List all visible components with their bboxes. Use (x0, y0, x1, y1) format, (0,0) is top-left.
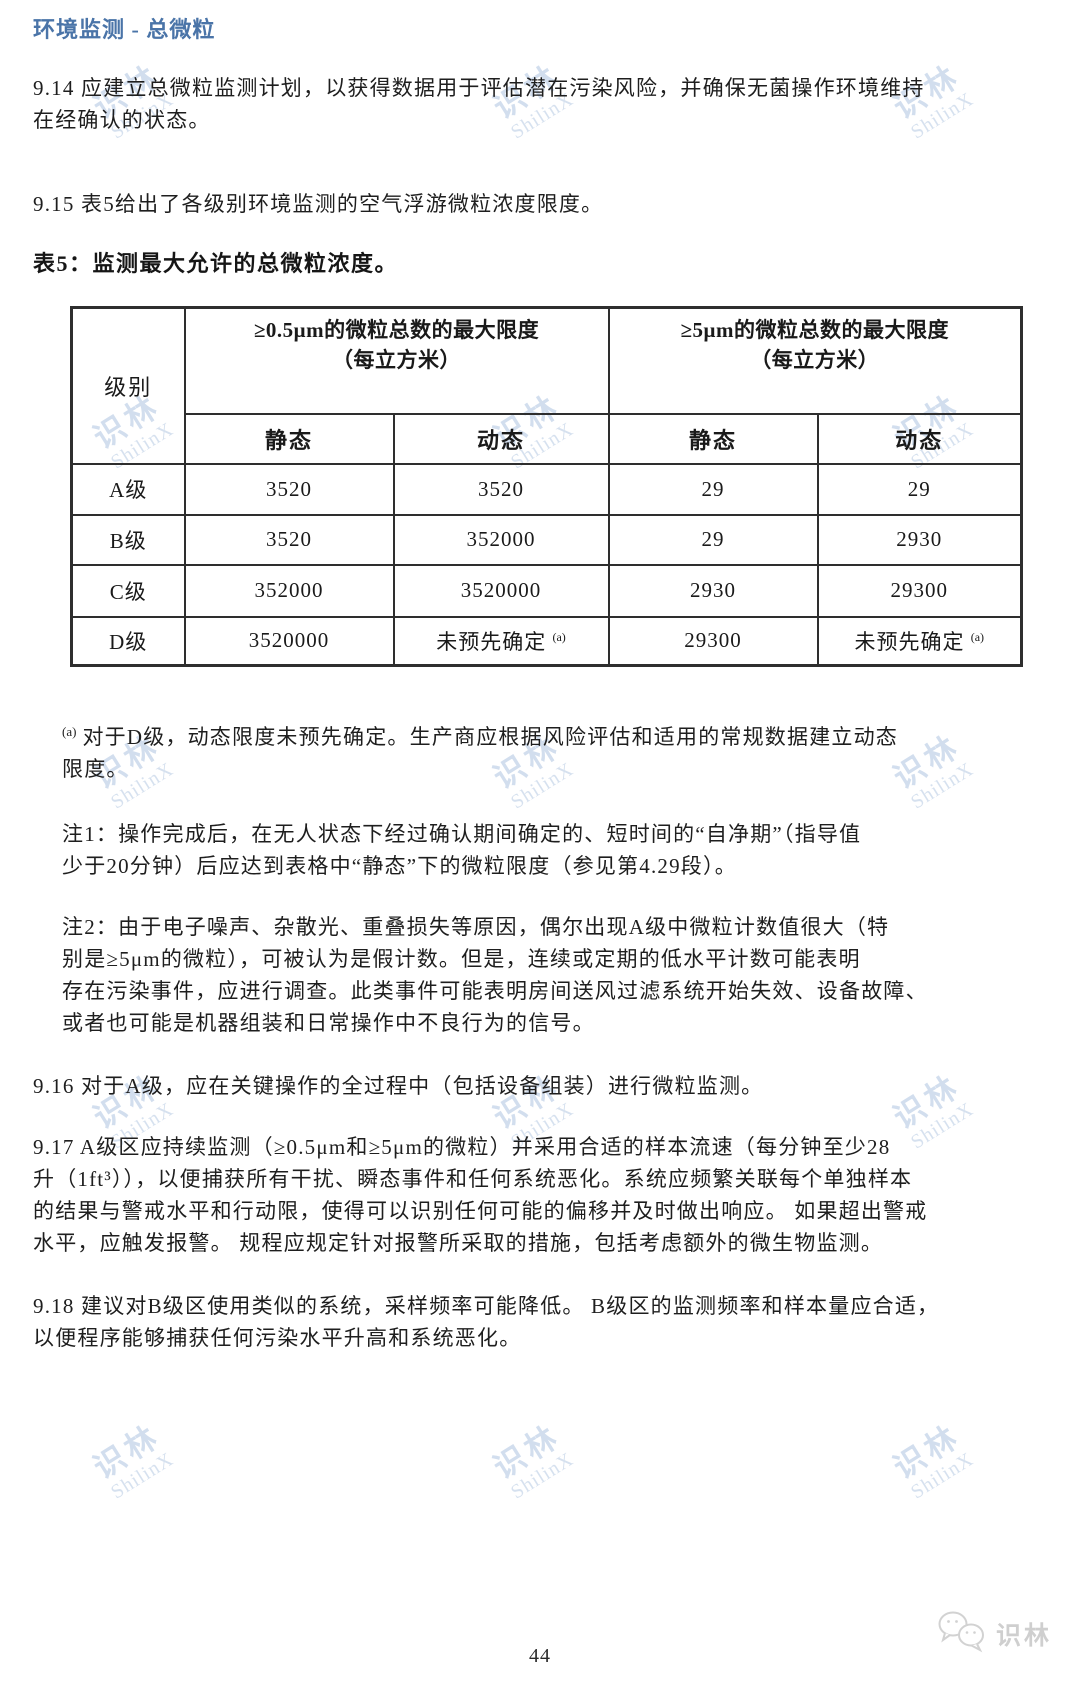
table-row-subheaders: 静态 动态 静态 动态 (72, 412, 1023, 465)
watermark: 识林 ShilinX (87, 1417, 178, 1504)
table5-cell: 3520000 (392, 563, 610, 618)
paragraph-9-18: 9.18 建议对B级区使用类似的系统，采样频率可能降低。 B级区的监测频率和样本… (33, 1294, 940, 1350)
table-row-groups: 级别 ≥0.5μm的微粒总数的最大限度 （每立方米） ≥5μm的微粒总数的最大限… (70, 306, 1023, 465)
table5-cell: 3520000 (183, 615, 395, 667)
table5: 级别 ≥0.5μm的微粒总数的最大限度 （每立方米） ≥5μm的微粒总数的最大限… (70, 306, 1023, 667)
footnote-marker: (a) (970, 629, 985, 644)
paragraph-9-14: 9.14 应建立总微粒监测计划，以获得数据用于评估潜在污染风险，并确保无菌操作环… (33, 76, 925, 132)
table-row-grade-d: D级 3520000 未预先确定 (a) 29300 未预先确定 (a) (70, 615, 1023, 667)
table5-subheader-static-1: 静态 (183, 412, 395, 465)
watermark: 识林 ShilinX (487, 1417, 578, 1504)
table5-subheader-dynamic-1: 动态 (392, 412, 610, 465)
table5-cell: 2930 (607, 563, 819, 618)
table5-cell: 29 (607, 513, 819, 566)
table5-row-label: B级 (70, 513, 186, 566)
page-title: 环境监测 - 总微粒 (33, 17, 216, 42)
table5-subheader-dynamic-2: 动态 (816, 412, 1023, 465)
table5-footnote: (a) 对于D级，动态限度未预先确定。生产商应根据风险评估和适用的常规数据建立动态… (62, 724, 898, 781)
paragraph-9-16: 9.16 对于A级，应在关键操作的全过程中（包括设备组装）进行微粒监测。 (33, 1074, 764, 1098)
watermark: 识林 ShilinX (887, 1417, 978, 1504)
table5-row-label: A级 (70, 462, 186, 516)
table5-cell: 未预先确定 (a) (816, 615, 1023, 667)
table5-cell: 29300 (816, 563, 1023, 618)
table5-title: 表5：监测最大允许的总微粒浓度。 (33, 251, 399, 276)
paragraph-9-17: 9.17 A级区应持续监测（≥0.5μm和≥5μm的微粒）并采用合适的样本流速（… (33, 1135, 928, 1255)
table5-cell: 29 (607, 462, 819, 516)
note-1: 注1：操作完成后，在无人状态下经过确认期间确定的、短时间的“自净期”（指导值 少… (62, 822, 862, 878)
table-row-grade-b: B级 3520 352000 29 2930 (70, 513, 1023, 566)
table5-cell: 未预先确定 (a) (392, 615, 610, 667)
table5-cell: 352000 (183, 563, 395, 618)
table5-cell: 352000 (392, 513, 610, 566)
table5-cell: 3520 (392, 462, 610, 516)
table5-cell: 3520 (183, 462, 395, 516)
table5-cell: 3520 (183, 513, 395, 566)
page-number: 44 (529, 1645, 551, 1667)
table5-header-group-05um: ≥0.5μm的微粒总数的最大限度 （每立方米） (183, 306, 610, 415)
table5-row-label: C级 (70, 563, 186, 618)
footnote-marker: (a) (552, 629, 566, 644)
note-2: 注2：由于电子噪声、杂散光、重叠损失等原因，偶尔出现A级中微粒计数值很大（特 别… (62, 915, 928, 1035)
table5-cell: 29 (816, 462, 1023, 516)
paragraph-9-15: 9.15 表5给出了各级别环境监测的空气浮游微粒浓度限度。 (33, 192, 604, 216)
shilin-logo-text: 识林 (996, 1622, 1053, 1650)
table5-cell: 29300 (607, 615, 819, 667)
shilin-logo: 识林 (936, 1608, 1052, 1659)
table5-header-class: 级别 (70, 306, 186, 465)
table-row-grade-c: C级 352000 3520000 2930 29300 (70, 563, 1023, 618)
table5-row-label: D级 (70, 615, 186, 667)
wechat-chat-bubbles-icon (936, 1608, 990, 1659)
footnote-marker: (a) (62, 724, 77, 739)
table5-cell: 2930 (816, 513, 1023, 566)
table5-header-group-5um: ≥5μm的微粒总数的最大限度 （每立方米） (607, 306, 1023, 415)
table-row-grade-a: A级 3520 3520 29 29 (70, 462, 1023, 516)
table5-subheader-static-2: 静态 (607, 412, 819, 465)
